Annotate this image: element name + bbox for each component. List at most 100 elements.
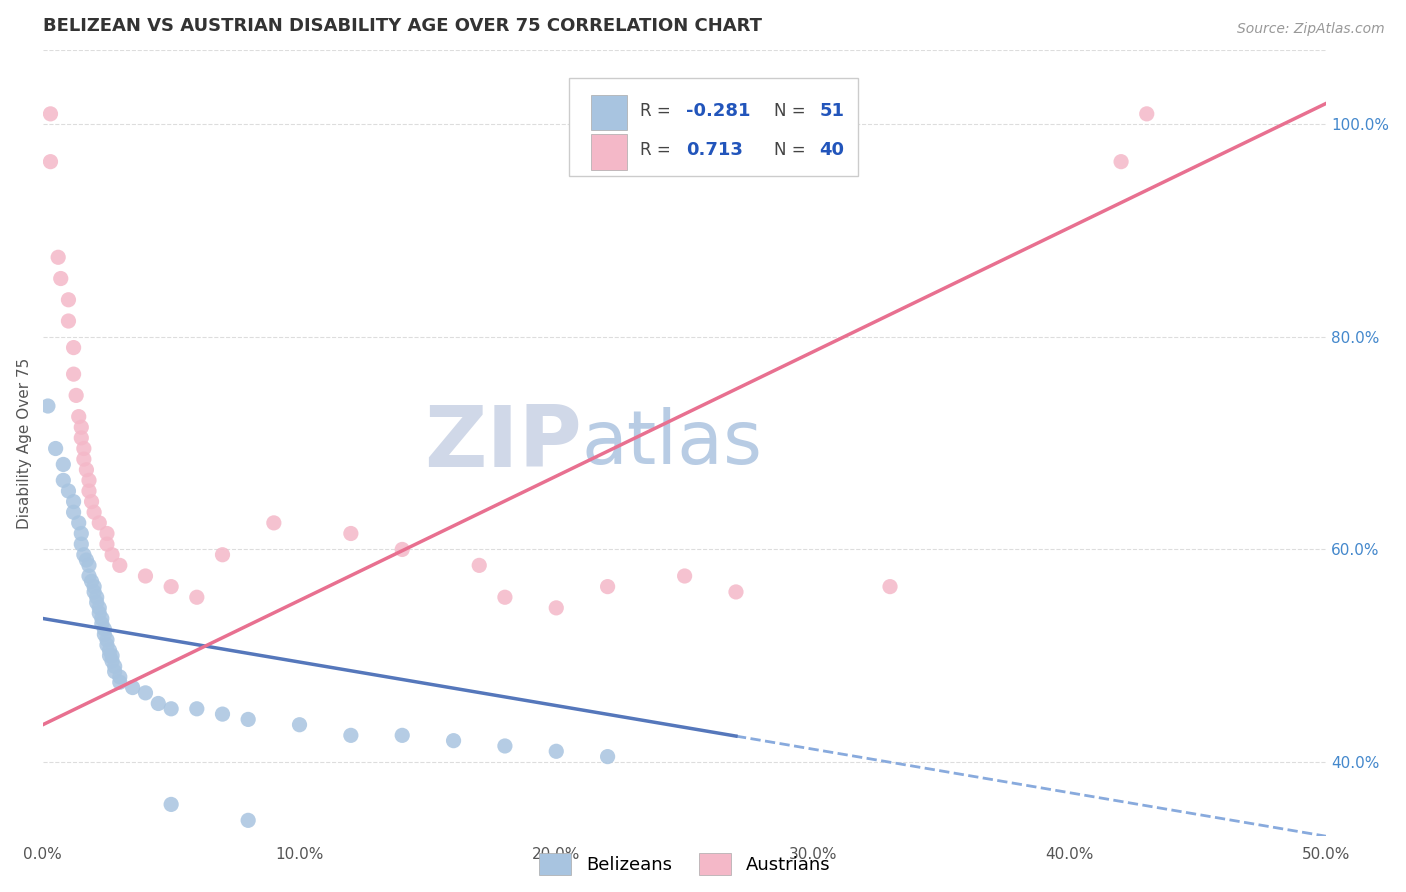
Point xyxy=(96,632,118,647)
Point xyxy=(186,591,208,605)
Point xyxy=(58,314,80,328)
Point xyxy=(148,697,170,711)
Text: 51: 51 xyxy=(820,102,845,120)
Point xyxy=(104,665,127,679)
Text: R =: R = xyxy=(640,102,676,120)
Legend: Belizeans, Austrians: Belizeans, Austrians xyxy=(531,846,838,882)
Point xyxy=(73,452,96,467)
Point xyxy=(1136,107,1159,121)
Point xyxy=(90,616,112,631)
Point xyxy=(86,596,108,610)
Point xyxy=(49,271,72,285)
Point xyxy=(108,558,131,573)
Point xyxy=(80,574,103,589)
Point xyxy=(101,648,124,663)
Point xyxy=(211,707,233,722)
Point xyxy=(83,580,105,594)
Text: ZIP: ZIP xyxy=(425,401,582,484)
Bar xyxy=(591,134,627,169)
Point xyxy=(96,526,118,541)
Point xyxy=(108,670,131,684)
Point xyxy=(134,686,156,700)
Point xyxy=(596,749,619,764)
Point xyxy=(288,717,311,731)
Point xyxy=(67,409,90,424)
Point xyxy=(96,537,118,551)
Point xyxy=(596,580,619,594)
FancyBboxPatch shape xyxy=(569,78,858,176)
Point xyxy=(89,600,111,615)
Point xyxy=(58,293,80,307)
Point xyxy=(62,367,84,381)
Point xyxy=(52,474,75,488)
Text: R =: R = xyxy=(640,141,676,159)
Point xyxy=(46,250,69,264)
Point xyxy=(98,648,121,663)
Point xyxy=(65,388,87,402)
Text: 0.713: 0.713 xyxy=(686,141,742,159)
Point xyxy=(108,675,131,690)
Point xyxy=(879,580,901,594)
Text: Source: ZipAtlas.com: Source: ZipAtlas.com xyxy=(1237,22,1385,37)
Text: atlas: atlas xyxy=(582,407,763,480)
Point xyxy=(673,569,696,583)
Point xyxy=(546,600,568,615)
Point xyxy=(73,548,96,562)
Point xyxy=(494,739,516,753)
Point xyxy=(134,569,156,583)
Point xyxy=(75,553,97,567)
Text: N =: N = xyxy=(775,102,811,120)
Point xyxy=(391,728,413,742)
Point xyxy=(104,659,127,673)
Point xyxy=(98,643,121,657)
Text: BELIZEAN VS AUSTRIAN DISABILITY AGE OVER 75 CORRELATION CHART: BELIZEAN VS AUSTRIAN DISABILITY AGE OVER… xyxy=(42,17,762,35)
Point xyxy=(77,474,100,488)
Point xyxy=(121,681,143,695)
Point xyxy=(724,585,747,599)
Point xyxy=(546,744,568,758)
Point xyxy=(58,483,80,498)
Point xyxy=(89,516,111,530)
Point xyxy=(101,548,124,562)
Point xyxy=(77,569,100,583)
Point xyxy=(93,622,115,636)
Point xyxy=(238,814,260,828)
Point xyxy=(62,505,84,519)
Bar xyxy=(591,95,627,130)
Point xyxy=(90,611,112,625)
Point xyxy=(89,606,111,620)
Point xyxy=(80,494,103,508)
Text: N =: N = xyxy=(775,141,811,159)
Text: -0.281: -0.281 xyxy=(686,102,751,120)
Point xyxy=(62,494,84,508)
Point xyxy=(67,516,90,530)
Point xyxy=(468,558,491,573)
Point xyxy=(70,537,93,551)
Point xyxy=(70,526,93,541)
Point xyxy=(86,591,108,605)
Point xyxy=(62,341,84,355)
Point xyxy=(77,558,100,573)
Point xyxy=(77,483,100,498)
Point xyxy=(391,542,413,557)
Point xyxy=(75,463,97,477)
Point xyxy=(45,442,67,456)
Point xyxy=(39,107,62,121)
Point xyxy=(70,431,93,445)
Point xyxy=(263,516,285,530)
Point xyxy=(186,702,208,716)
Point xyxy=(70,420,93,434)
Point xyxy=(1109,154,1132,169)
Point xyxy=(494,591,516,605)
Point xyxy=(37,399,59,413)
Point xyxy=(83,585,105,599)
Y-axis label: Disability Age Over 75: Disability Age Over 75 xyxy=(17,358,32,529)
Point xyxy=(52,458,75,472)
Point xyxy=(238,713,260,727)
Point xyxy=(340,728,363,742)
Point xyxy=(39,154,62,169)
Point xyxy=(160,797,183,812)
Point xyxy=(73,442,96,456)
Point xyxy=(160,702,183,716)
Point xyxy=(96,638,118,652)
